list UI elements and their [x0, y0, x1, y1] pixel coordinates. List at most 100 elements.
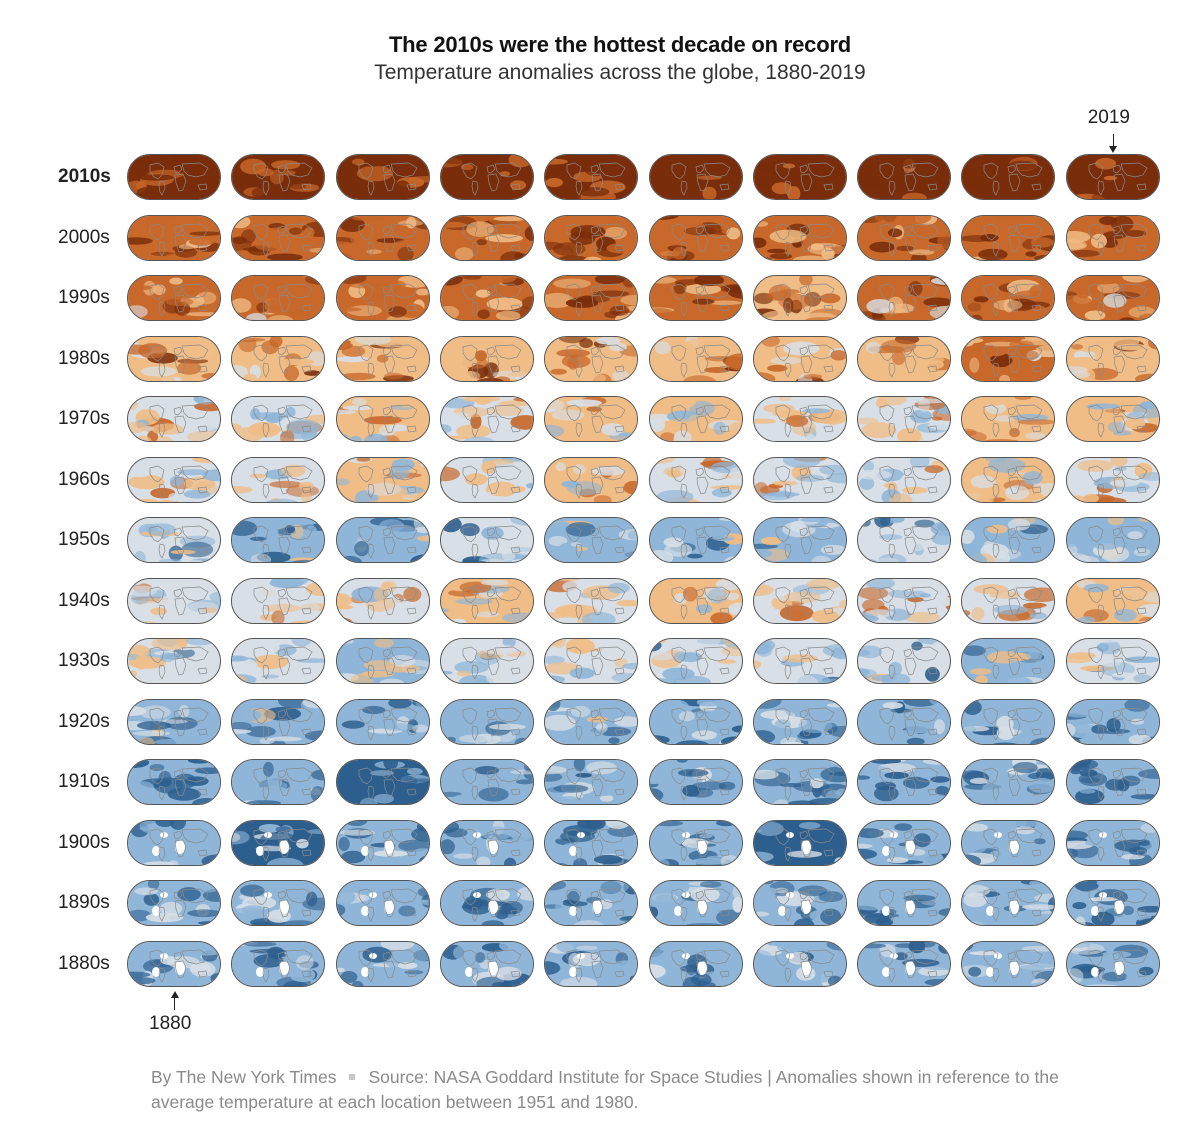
- map-2017: [857, 154, 952, 200]
- row-label-2010s: 2010s: [58, 166, 111, 187]
- map-1903: [439, 819, 534, 866]
- annotation-2019-line: [1112, 134, 1114, 148]
- map-1881: [231, 940, 326, 987]
- map-1956: [752, 517, 847, 563]
- map-1941: [231, 577, 326, 624]
- map-1989: [1065, 335, 1160, 382]
- map-1926: [752, 698, 847, 745]
- map-2012: [335, 154, 430, 200]
- map-1934: [544, 638, 639, 684]
- map-1964: [544, 456, 639, 503]
- map-1999: [1065, 275, 1160, 321]
- map-1967: [857, 456, 952, 503]
- map-1998: [961, 275, 1056, 321]
- map-1988: [961, 335, 1056, 382]
- map-1935: [648, 638, 743, 684]
- map-1945: [648, 577, 743, 624]
- row-label-1980s: 1980s: [58, 347, 110, 369]
- map-2002: [335, 214, 430, 261]
- map-1891: [231, 880, 326, 926]
- map-1906: [752, 819, 847, 866]
- map-1928: [961, 698, 1056, 745]
- map-1993: [439, 275, 534, 321]
- map-1892: [335, 880, 430, 926]
- row-label-1930s: 1930s: [58, 650, 110, 671]
- row-label-1990s: 1990s: [58, 287, 110, 308]
- map-1960: [127, 456, 221, 503]
- row-label-1880s: 1880s: [58, 952, 110, 974]
- map-1985: [648, 335, 743, 382]
- map-1880: [127, 940, 221, 987]
- map-1957: [857, 517, 952, 563]
- map-1962: [335, 456, 430, 503]
- row-label-1900s: 1900s: [58, 831, 110, 853]
- row-label-1950s: 1950s: [58, 529, 110, 550]
- row-label-1920s: 1920s: [58, 710, 110, 732]
- map-1949: [1065, 577, 1160, 624]
- map-1963: [439, 456, 534, 503]
- chart-title: The 2010s were the hottest decade on rec…: [388, 32, 852, 57]
- map-2013: [439, 154, 534, 200]
- map-2019: [1065, 154, 1160, 200]
- map-1913: [439, 759, 534, 805]
- map-1900: [127, 819, 221, 866]
- map-1952: [335, 517, 430, 563]
- map-1936: [752, 638, 847, 684]
- map-1975: [648, 396, 743, 442]
- map-1905: [648, 819, 743, 866]
- map-1968: [961, 456, 1056, 503]
- map-1951: [231, 517, 326, 563]
- map-2015: [648, 154, 743, 200]
- map-1907: [857, 819, 952, 866]
- map-1996: [752, 275, 847, 321]
- map-1897: [857, 880, 952, 926]
- map-1973: [439, 396, 534, 442]
- map-1910: [127, 759, 221, 805]
- map-1922: [335, 698, 430, 745]
- map-1896: [752, 880, 847, 926]
- map-1885: [648, 940, 743, 987]
- map-1994: [544, 275, 639, 321]
- map-1895: [648, 880, 743, 926]
- map-1946: [752, 577, 847, 624]
- map-1918: [961, 759, 1056, 805]
- map-1948: [961, 577, 1056, 624]
- map-1920: [127, 698, 221, 745]
- map-1966: [752, 456, 847, 503]
- map-1981: [231, 335, 326, 382]
- map-1987: [857, 335, 952, 382]
- map-1916: [752, 759, 847, 805]
- map-1950: [127, 517, 221, 563]
- chart-subtitle: Temperature anomalies across the globe, …: [374, 61, 866, 84]
- map-1902: [335, 819, 430, 866]
- map-1947: [857, 577, 952, 624]
- map-2008: [961, 214, 1056, 261]
- map-1978: [961, 396, 1056, 442]
- map-2016: [752, 154, 847, 200]
- map-1969: [1065, 456, 1160, 503]
- map-1889: [1065, 940, 1160, 987]
- map-1931: [231, 638, 326, 684]
- map-1944: [544, 577, 639, 624]
- map-1915: [648, 759, 743, 805]
- map-1882: [335, 940, 430, 987]
- map-1898: [961, 880, 1056, 926]
- map-1901: [231, 819, 326, 866]
- map-2006: [752, 214, 847, 261]
- map-1959: [1065, 517, 1160, 563]
- map-1939: [1065, 638, 1160, 684]
- map-1908: [961, 819, 1056, 866]
- map-2014: [544, 154, 639, 200]
- map-2003: [439, 214, 534, 261]
- map-1954: [544, 517, 639, 563]
- map-1943: [439, 577, 534, 624]
- map-1921: [231, 698, 326, 745]
- map-1977: [857, 396, 952, 442]
- row-label-1960s: 1960s: [58, 468, 110, 490]
- annotation-1880: 1880: [149, 1012, 192, 1034]
- byline: By The New York Times: [151, 1067, 337, 1087]
- map-1990: [127, 275, 221, 321]
- row-label-1940s: 1940s: [58, 589, 110, 611]
- map-1961: [231, 456, 326, 503]
